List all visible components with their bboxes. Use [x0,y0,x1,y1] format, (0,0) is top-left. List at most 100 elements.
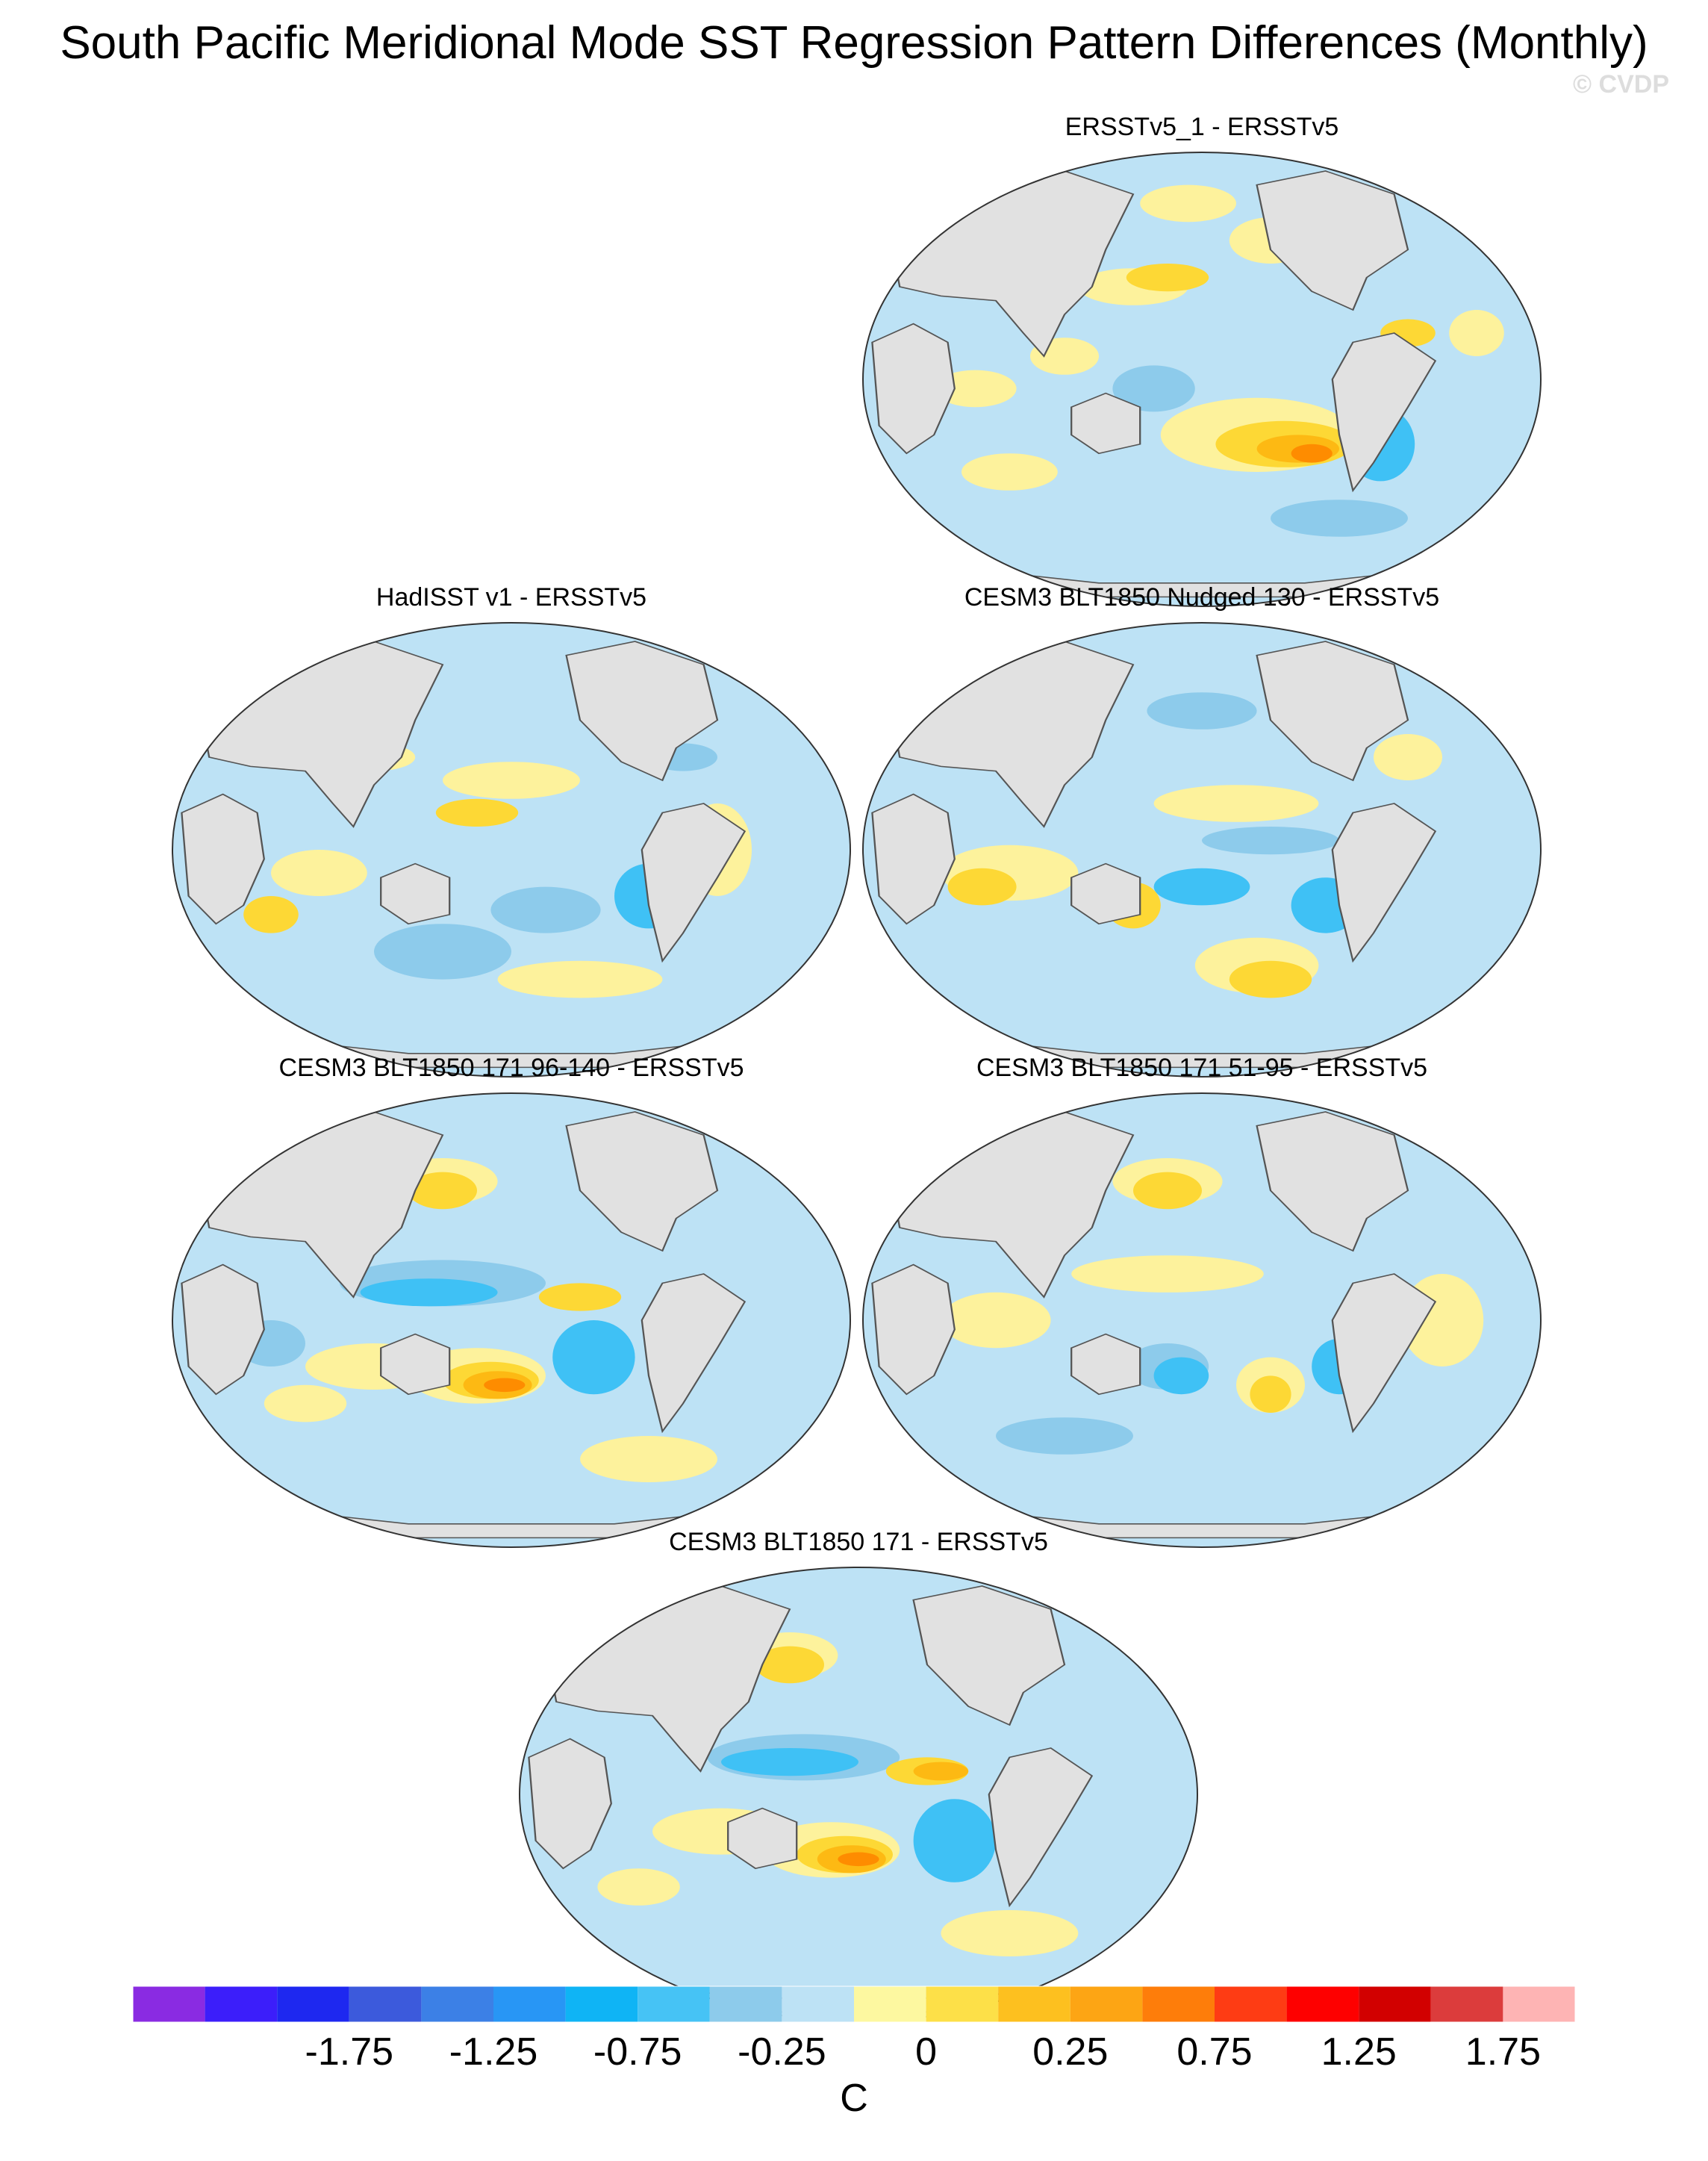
sst-anomaly-contour [1202,827,1339,855]
map-svg [519,1567,1198,2022]
map-panel-171-51-95: CESM3 BLT1850 171 51-95 - ERSSTv5 [858,1053,1545,1548]
panel-title: CESM3 BLT1850 171 96-140 - ERSSTv5 [278,1054,744,1082]
sst-anomaly-contour [913,1799,996,1882]
map-outline [172,1092,851,1548]
colorbar-swatch [1286,1986,1359,2022]
landmass [181,793,265,925]
sst-anomaly-contour [947,868,1017,906]
landmass [640,803,747,963]
map-svg [172,1092,851,1548]
sst-anomaly-contour [941,1910,1079,1956]
map-svg [862,622,1542,1078]
map-svg [862,152,1542,607]
sst-anomaly-contour [408,1172,477,1210]
sst-anomaly-contour [1126,264,1209,292]
sst-anomaly-contour [490,886,601,933]
sst-anomaly-contour [1153,868,1250,906]
colorbar-tick-label: -0.25 [738,2030,826,2074]
landmass [871,323,956,455]
sst-anomaly-contour [941,1292,1051,1349]
watermark: © CVDP [1573,70,1669,99]
colorbar-tick-label: 0 [915,2030,938,2074]
colorbar-swatch [421,1986,493,2022]
panel-title: CESM3 BLT1850 171 51-95 - ERSSTv5 [976,1054,1428,1082]
colorbar-tick-label: -0.75 [593,2030,682,2074]
sst-anomaly-contour [374,924,511,980]
landmass [565,641,719,782]
sst-anomaly-contour [1449,310,1504,356]
sst-anomaly-contour [1153,1357,1209,1395]
colorbar-swatch [277,1986,349,2022]
landmass [380,862,451,925]
sst-anomaly-contour [1250,1375,1291,1413]
landmass [1331,332,1437,493]
landmass [727,1807,798,1870]
sst-anomaly-contour [435,798,519,827]
ocean-background [863,623,1541,1077]
sst-anomaly-contour [838,1852,879,1867]
sst-anomaly-contour [597,1868,680,1906]
landmass [1331,1273,1437,1434]
landmass [988,1747,1094,1908]
sst-anomaly-contour [913,1762,969,1781]
sst-anomaly-contour [443,762,580,799]
sst-anomaly-contour [243,896,299,933]
landmass [1331,803,1437,963]
colorbar-tick-label: 0.75 [1176,2030,1253,2074]
landmass [1256,170,1409,311]
colorbar-swatch [1430,1986,1503,2022]
landmass [1070,1333,1141,1396]
map-panel-171-96-140: CESM3 BLT1850 171 96-140 - ERSSTv5 [168,1053,855,1548]
sst-anomaly-contour [721,1748,858,1776]
sst-anomaly-contour [1291,444,1333,463]
sst-anomaly-contour [755,1646,824,1684]
panel-title: HadISST v1 - ERSSTv5 [375,583,647,612]
map-svg [862,1092,1542,1548]
colorbar-unit: C [840,2077,868,2120]
figure-title: South Pacific Meridional Mode SST Regres… [60,17,1648,69]
landmass [640,1273,747,1434]
map-outline [862,152,1542,607]
map-panel-erSSTv5-1: ERSSTv5_1 - ERSSTv5 [858,112,1545,607]
sst-anomaly-contour [1140,184,1236,223]
map-outline [862,1092,1542,1548]
colorbar-swatch [205,1986,278,2022]
panel-title: CESM3 BLT1850 Nudged 130 - ERSSTv5 [964,583,1440,612]
colorbar-tick-label: -1.75 [305,2030,394,2074]
colorbar-tick-label: -1.25 [449,2030,538,2074]
sst-anomaly-contour [497,960,663,998]
colorbar-swatch [349,1986,422,2022]
sst-anomaly-contour [1133,1172,1202,1210]
sst-anomaly-contour [1374,734,1442,780]
landmass [181,1263,265,1396]
map-outline [172,622,851,1078]
landmass [871,1263,956,1396]
sst-anomaly-contour [934,370,1017,408]
colorbar-tick-label: 0.25 [1032,2030,1109,2074]
sst-anomaly-contour [264,1384,347,1422]
sst-anomaly-contour [1153,785,1319,822]
sst-anomaly-contour [484,1378,526,1393]
landmass [912,1585,1066,1726]
sst-anomaly-contour [1147,692,1257,730]
map-panel-hadisst: HadISST v1 - ERSSTv5 [168,582,855,1078]
landmass [1070,392,1141,455]
sst-anomaly-contour [1112,365,1195,412]
map-panel-nudged-130: CESM3 BLT1850 Nudged 130 - ERSSTv5 [858,582,1545,1078]
landmass [1256,1111,1409,1252]
sst-anomaly-contour [1271,500,1408,537]
colorbar-tick-label: 1.25 [1321,2030,1397,2074]
panel-title: ERSSTv5_1 - ERSSTv5 [1065,113,1339,141]
landmass [380,1333,451,1396]
map-panel-171: CESM3 BLT1850 171 - ERSSTv5 [515,1527,1202,2022]
landmass [1256,641,1409,782]
sst-anomaly-contour [580,1436,717,1482]
colorbar-swatch [1215,1986,1287,2022]
sst-anomaly-contour [1229,960,1312,998]
panel-title: CESM3 BLT1850 171 - ERSSTv5 [669,1528,1048,1556]
colorbar-swatch [1359,1986,1431,2022]
colorbar-tick-label: 1.75 [1465,2030,1541,2074]
ocean-background [520,1567,1197,2021]
landmass [528,1738,612,1870]
sst-anomaly-contour [961,453,1058,491]
